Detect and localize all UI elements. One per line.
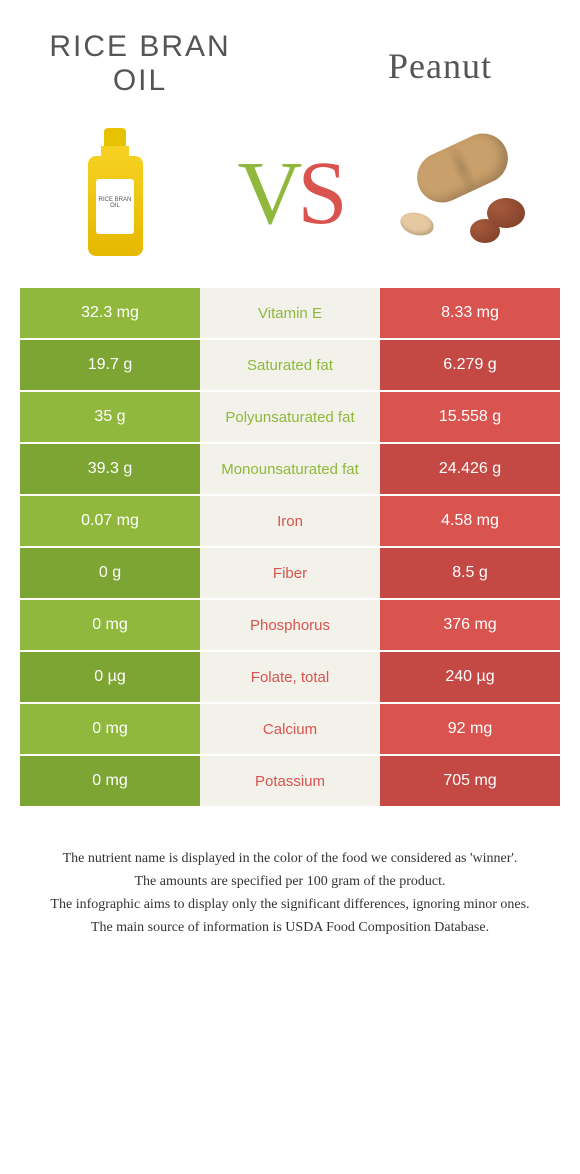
right-value: 8.33 mg [380,288,560,338]
footer-line: The amounts are specified per 100 gram o… [30,871,550,892]
peanut-icon [395,133,535,253]
right-title: Peanut [340,30,540,87]
left-value: 39.3 g [20,444,200,494]
nutrient-name: Saturated fat [200,340,380,390]
footer-line: The infographic aims to display only the… [30,894,550,915]
right-value: 24.426 g [380,444,560,494]
table-row: 0 mgCalcium92 mg [20,704,560,756]
left-food-image: RICE BRAN OIL [40,118,190,268]
nutrient-name: Phosphorus [200,600,380,650]
right-value: 240 µg [380,652,560,702]
left-value: 35 g [20,392,200,442]
vs-label: VS [237,142,342,245]
table-row: 0 µgFolate, total240 µg [20,652,560,704]
table-row: 0 gFiber8.5 g [20,548,560,600]
left-value: 0.07 mg [20,496,200,546]
right-value: 4.58 mg [380,496,560,546]
left-title: Rice bran oil [40,30,240,98]
oil-label: RICE BRAN OIL [96,179,134,234]
vs-s: S [297,144,342,243]
left-value: 32.3 mg [20,288,200,338]
nutrient-name: Calcium [200,704,380,754]
right-value: 376 mg [380,600,560,650]
left-value: 0 mg [20,704,200,754]
vs-v: V [237,144,297,243]
right-value: 705 mg [380,756,560,806]
nutrient-name: Fiber [200,548,380,598]
oil-bottle-icon: RICE BRAN OIL [88,128,143,258]
table-row: 39.3 gMonounsaturated fat24.426 g [20,444,560,496]
header: Rice bran oil Peanut [0,0,580,108]
left-value: 0 µg [20,652,200,702]
table-row: 0 mgPhosphorus376 mg [20,600,560,652]
nutrient-name: Polyunsaturated fat [200,392,380,442]
table-row: 0 mgPotassium705 mg [20,756,560,808]
left-value: 0 mg [20,600,200,650]
right-value: 8.5 g [380,548,560,598]
footer-notes: The nutrient name is displayed in the co… [0,808,580,938]
table-row: 0.07 mgIron4.58 mg [20,496,560,548]
nutrient-name: Folate, total [200,652,380,702]
images-row: RICE BRAN OIL VS [0,108,580,288]
nutrient-name: Iron [200,496,380,546]
nutrient-name: Monounsaturated fat [200,444,380,494]
table-row: 19.7 gSaturated fat6.279 g [20,340,560,392]
right-value: 92 mg [380,704,560,754]
nutrient-name: Vitamin E [200,288,380,338]
footer-line: The main source of information is USDA F… [30,917,550,938]
left-value: 0 mg [20,756,200,806]
right-value: 6.279 g [380,340,560,390]
table-row: 35 gPolyunsaturated fat15.558 g [20,392,560,444]
right-value: 15.558 g [380,392,560,442]
footer-line: The nutrient name is displayed in the co… [30,848,550,869]
right-food-image [390,118,540,268]
table-row: 32.3 mgVitamin E8.33 mg [20,288,560,340]
nutrient-table: 32.3 mgVitamin E8.33 mg19.7 gSaturated f… [20,288,560,808]
left-value: 0 g [20,548,200,598]
left-value: 19.7 g [20,340,200,390]
nutrient-name: Potassium [200,756,380,806]
